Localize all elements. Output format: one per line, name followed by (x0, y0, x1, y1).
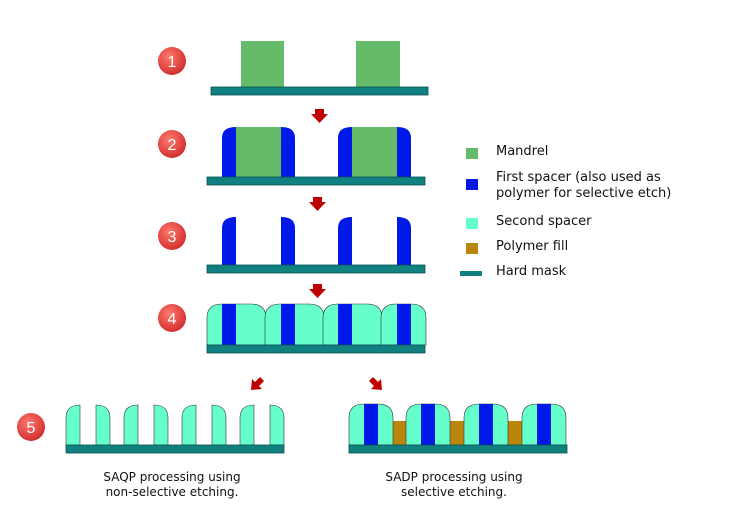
hard-mask-layer (206, 344, 426, 354)
polymer-fill (392, 421, 406, 445)
first-spacer (338, 127, 352, 177)
polymer-fill (508, 421, 522, 445)
step-number-4: 4 (168, 311, 177, 328)
hard-mask-layer (348, 444, 568, 454)
diagonal-arrow-right-icon (369, 377, 382, 390)
step-3-structure (206, 217, 426, 274)
step-5-saqp-structure (65, 404, 285, 454)
step-number-2: 2 (168, 137, 177, 154)
caption-line: non-selective etching. (105, 485, 239, 499)
step-number-1: 1 (168, 54, 177, 71)
legend-label: Mandrel (496, 144, 549, 159)
first-spacer (338, 217, 352, 265)
second-spacer (181, 404, 197, 446)
hard-mask-swatch (460, 271, 482, 276)
step-4-structure (206, 303, 427, 354)
mandrel (241, 41, 284, 87)
step-badge-4: 4 (158, 304, 186, 332)
second-spacer-swatch (466, 218, 478, 229)
legend-item-hard-mask: Hard mask (460, 264, 736, 282)
second-spacer (269, 404, 285, 446)
first-spacer (479, 404, 493, 445)
mandrel (356, 41, 400, 87)
second-spacer (239, 404, 255, 446)
legend-label: Second spacer (496, 214, 592, 229)
mandrel (352, 127, 397, 177)
legend-label: First spacer (also used as polymer for s… (496, 170, 671, 202)
down-arrow-icon (311, 109, 328, 123)
first-spacer (397, 217, 411, 265)
first-spacer (338, 304, 352, 345)
hard-mask-layer (206, 264, 426, 274)
first-spacer (281, 127, 295, 177)
first-spacer (537, 404, 551, 445)
mandrel (236, 127, 281, 177)
caption-line: SAQP processing using (103, 470, 241, 484)
caption-line: SADP processing using (385, 470, 523, 484)
step-badge-3: 3 (158, 222, 186, 250)
first-spacer (222, 304, 236, 345)
step-badge-2: 2 (158, 130, 186, 158)
step-2-structure (206, 127, 426, 186)
first-spacer-swatch (466, 179, 478, 190)
second-spacer (153, 404, 169, 446)
step-number-5: 5 (27, 420, 36, 437)
legend-item-first-spacer: First spacer (also used as polymer for s… (466, 170, 736, 214)
caption-line: selective etching. (401, 485, 507, 499)
legend: Mandrel First spacer (also used as polym… (460, 144, 736, 282)
caption-saqp: SAQP processing using non-selective etch… (72, 470, 272, 500)
mandrel-swatch (466, 148, 478, 159)
second-spacer (65, 404, 81, 446)
polymer-fill-swatch (466, 243, 478, 254)
step-badge-1: 1 (158, 47, 186, 75)
down-arrow-icon (309, 197, 326, 211)
first-spacer (397, 304, 411, 345)
second-spacer (322, 303, 383, 346)
first-spacer (364, 404, 378, 445)
down-arrow-icon (309, 284, 326, 298)
step-1-structure (210, 41, 429, 96)
first-spacer (397, 127, 411, 177)
first-spacer (421, 404, 435, 445)
second-spacer (206, 303, 267, 346)
first-spacer (281, 217, 295, 265)
first-spacer (281, 304, 295, 345)
first-spacer (222, 127, 236, 177)
legend-label: Polymer fill (496, 239, 569, 254)
diagonal-arrow-left-icon (251, 377, 264, 390)
hard-mask-layer (210, 86, 429, 96)
legend-item-mandrel: Mandrel (466, 144, 736, 170)
hard-mask-layer (206, 176, 426, 186)
step-5-sadp-structure (348, 403, 568, 454)
legend-label: Hard mask (496, 264, 567, 279)
legend-item-second-spacer: Second spacer (466, 214, 736, 239)
first-spacer (222, 217, 236, 265)
step-badge-5: 5 (17, 413, 45, 441)
second-spacer (95, 404, 111, 446)
step-number-3: 3 (168, 229, 177, 246)
legend-item-polymer-fill: Polymer fill (466, 239, 736, 264)
legend-label-line: First spacer (also used as (496, 170, 661, 185)
second-spacer (123, 404, 139, 446)
legend-label-line: polymer for selective etch) (496, 186, 672, 201)
second-spacer (211, 404, 227, 446)
caption-sadp: SADP processing using selective etching. (354, 470, 554, 500)
hard-mask-layer (65, 444, 285, 454)
polymer-fill (450, 421, 464, 445)
